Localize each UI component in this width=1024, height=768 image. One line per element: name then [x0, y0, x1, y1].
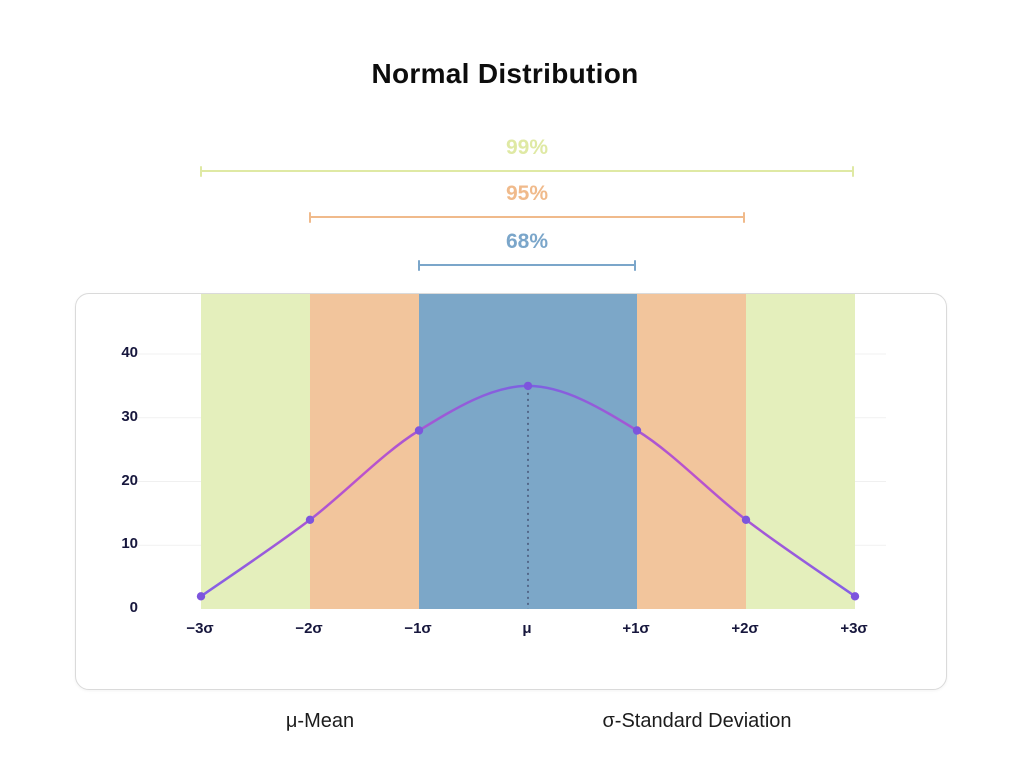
- bracket-68%: 68%: [418, 230, 636, 271]
- x-tick-label: −3σ: [186, 620, 214, 637]
- data-point: [741, 515, 751, 524]
- bracket-line: [200, 166, 854, 177]
- bracket-line: [418, 260, 636, 271]
- y-tick-label: 20: [121, 471, 138, 489]
- bracket-line: [309, 212, 745, 223]
- x-tick-label: −1σ: [404, 620, 432, 637]
- data-point: [414, 426, 424, 435]
- bracket-95%: 95%: [309, 182, 745, 223]
- data-point: [305, 515, 315, 524]
- bracket-label: 95%: [505, 182, 549, 205]
- y-tick-label: 30: [121, 407, 138, 425]
- bracket-label: 99%: [505, 136, 549, 159]
- data-point: [632, 426, 642, 435]
- x-tick-label: +2σ: [731, 620, 759, 637]
- y-tick-label: 10: [121, 535, 138, 553]
- legend-mu-mean: μ-Mean: [285, 710, 355, 732]
- x-tick-label: +1σ: [622, 620, 650, 637]
- data-point: [196, 592, 206, 601]
- bracket-99%: 99%: [200, 136, 854, 177]
- x-tick-label: μ: [522, 620, 532, 637]
- y-tick-label: 0: [129, 599, 138, 616]
- bracket-label: 68%: [505, 230, 549, 253]
- data-point: [523, 381, 533, 391]
- y-tick-label: 40: [121, 344, 138, 361]
- chart-title: Normal Distribution: [371, 58, 639, 89]
- bell-curve-plot: [136, 294, 886, 609]
- x-tick-label: +3σ: [840, 620, 868, 637]
- x-tick-label: −2σ: [295, 620, 323, 637]
- legend-sigma-standard-deviation: σ-Standard Deviation: [602, 710, 792, 732]
- data-point: [850, 592, 860, 601]
- chart-card: [75, 293, 947, 690]
